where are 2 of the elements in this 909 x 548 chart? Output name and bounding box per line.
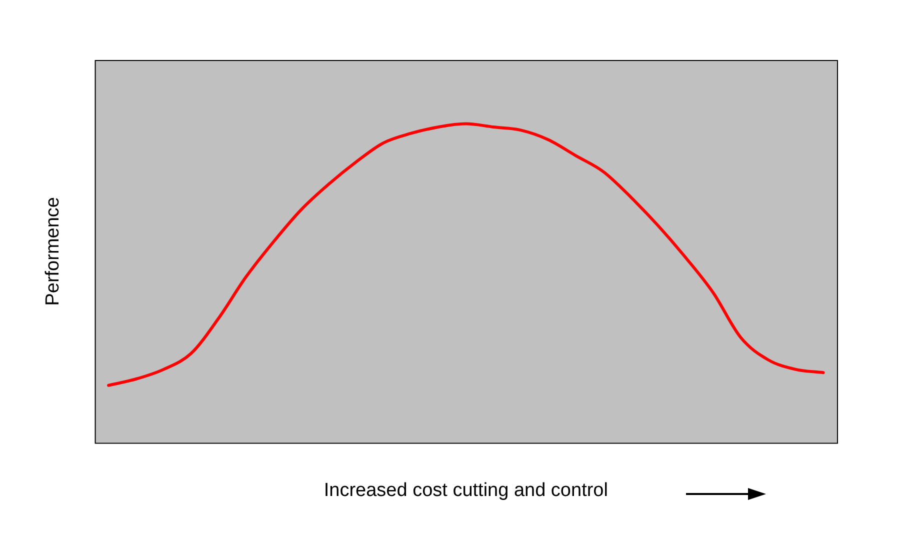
x-axis-title: Increased cost cutting and control xyxy=(324,480,608,501)
y-axis-title: Performence xyxy=(42,197,64,306)
